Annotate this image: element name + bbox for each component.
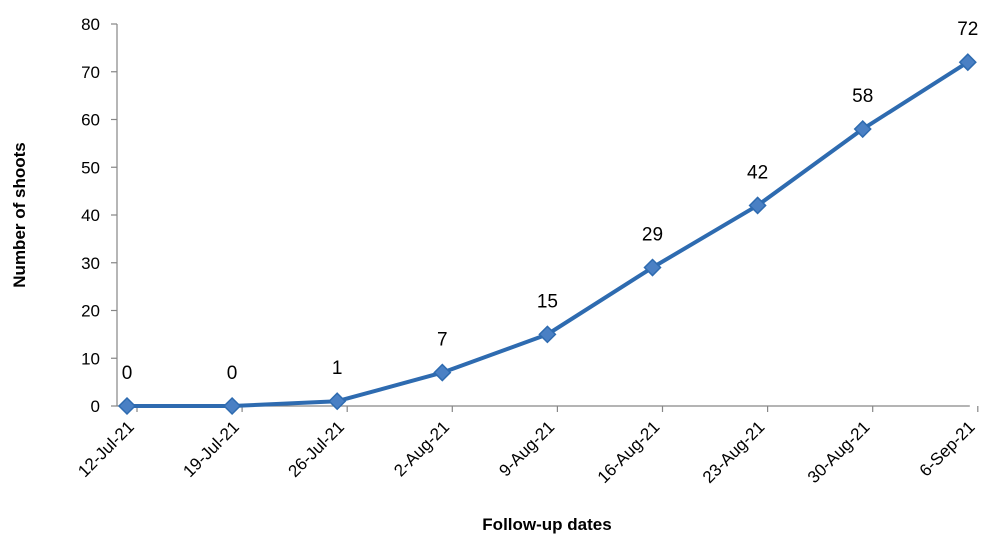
y-tick-label: 60 [81, 111, 100, 130]
data-label: 15 [537, 291, 558, 312]
y-tick-label: 80 [81, 15, 100, 34]
y-tick-label: 10 [81, 349, 100, 368]
data-point-marker [433, 363, 452, 382]
data-label: 58 [852, 86, 873, 107]
data-label: 0 [227, 363, 238, 384]
y-tick-label: 70 [81, 63, 100, 82]
x-tick-label: 9-Aug-21 [495, 417, 558, 480]
data-label: 72 [957, 19, 978, 40]
y-tick-label: 40 [81, 206, 100, 225]
x-tick-label: 23-Aug-21 [699, 417, 769, 487]
y-tick-label: 0 [91, 397, 100, 416]
data-point-marker [853, 119, 872, 139]
data-point-marker [223, 396, 242, 416]
x-tick-label: 16-Aug-21 [594, 417, 664, 487]
data-label: 1 [332, 358, 343, 379]
x-axis-title: Follow-up dates [482, 515, 611, 534]
data-point-marker [958, 53, 977, 72]
x-tick-label: 12-Jul-21 [74, 417, 138, 481]
series-line [127, 60, 969, 408]
y-tick-label: 50 [81, 158, 100, 177]
data-label: 42 [747, 162, 768, 183]
data-point-marker [117, 396, 137, 416]
data-point-marker [328, 392, 347, 411]
x-tick-label: 26-Jul-21 [284, 417, 348, 481]
x-tick-label: 6-Sep-21 [916, 417, 979, 480]
data-point-marker [643, 258, 662, 277]
y-axis: 0 10 20 30 40 50 60 70 80 [81, 15, 118, 416]
y-axis-title: Number of shoots [10, 142, 29, 287]
x-tick-label: 2-Aug-21 [390, 417, 453, 480]
x-axis: 12-Jul-21 19-Jul-21 26-Jul-21 2-Aug-21 9-Aug… [74, 405, 979, 487]
data-label: 0 [122, 363, 133, 384]
y-tick-label: 30 [81, 254, 100, 273]
data-point-marker [538, 325, 557, 344]
x-tick-label: 19-Jul-21 [179, 417, 243, 481]
data-label: 29 [642, 225, 663, 246]
series-layer [117, 53, 977, 416]
data-point-marker [748, 196, 767, 215]
data-labels: 0 0 1 7 15 29 42 58 72 [122, 19, 979, 384]
y-tick-label: 20 [81, 302, 100, 321]
data-label: 7 [437, 330, 448, 351]
x-tick-label: 30-Aug-21 [804, 417, 874, 487]
